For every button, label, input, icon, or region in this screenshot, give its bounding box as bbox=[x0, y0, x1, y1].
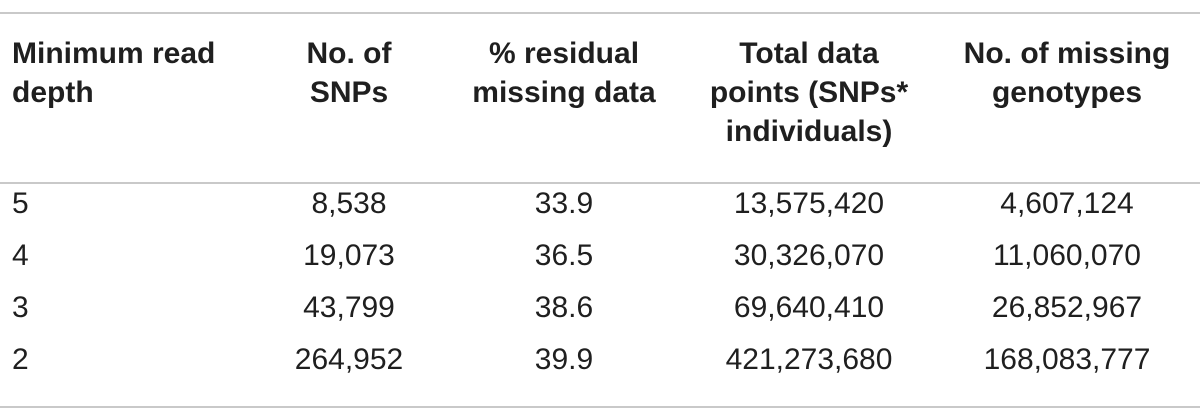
header-total-data-points: Total data points (SNPs* individuals) bbox=[684, 14, 934, 162]
cell-total-data-points: 421,273,680 bbox=[725, 343, 893, 376]
cell-total-data-points: 13,575,420 bbox=[733, 187, 885, 220]
cell-missing-genotypes: 4,607,124 bbox=[1000, 187, 1134, 220]
cell-total-data-points: 69,640,410 bbox=[733, 291, 885, 324]
header-line: Minimum read bbox=[12, 37, 216, 70]
cell-residual-missing: 39.9 bbox=[534, 343, 594, 376]
header-line: No. of missing bbox=[963, 37, 1171, 70]
cell-residual-missing: 38.6 bbox=[534, 291, 594, 324]
header-row: Minimum read depth No. of SNPs % residua… bbox=[0, 14, 1200, 162]
table-top-rule bbox=[0, 12, 1200, 14]
cell-min-read-depth: 2 bbox=[12, 343, 29, 376]
header-min-read-depth: Minimum read depth bbox=[0, 14, 254, 162]
header-residual-missing-data: % residual missing data bbox=[444, 14, 684, 162]
header-no-of-missing-genotypes: No. of missing genotypes bbox=[934, 14, 1200, 162]
cell-residual-missing: 36.5 bbox=[534, 239, 594, 272]
header-line: SNPs bbox=[309, 76, 389, 109]
table-bottom-rule bbox=[0, 406, 1200, 408]
table-row: 5 8,538 33.9 13,575,420 4,607,124 bbox=[0, 162, 1200, 230]
header-line: No. of bbox=[306, 37, 392, 70]
table-header: Minimum read depth No. of SNPs % residua… bbox=[0, 14, 1200, 162]
snp-summary-table: Minimum read depth No. of SNPs % residua… bbox=[0, 14, 1200, 386]
cell-missing-genotypes: 26,852,967 bbox=[991, 291, 1143, 324]
header-line: % residual bbox=[488, 37, 640, 70]
table-row: 2 264,952 39.9 421,273,680 168,083,777 bbox=[0, 334, 1200, 386]
table-body: 5 8,538 33.9 13,575,420 4,607,124 4 19,0… bbox=[0, 162, 1200, 386]
header-line: individuals) bbox=[725, 115, 893, 148]
header-line: missing data bbox=[472, 76, 656, 109]
table-header-rule bbox=[0, 182, 1200, 184]
cell-missing-genotypes: 168,083,777 bbox=[983, 343, 1151, 376]
cell-min-read-depth: 4 bbox=[12, 239, 29, 272]
header-line: Total data bbox=[739, 37, 879, 70]
header-line: points (SNPs* bbox=[709, 76, 909, 109]
cell-min-read-depth: 5 bbox=[12, 187, 29, 220]
cell-no-of-snps: 264,952 bbox=[294, 343, 404, 376]
cell-no-of-snps: 19,073 bbox=[303, 239, 395, 272]
cell-no-of-snps: 43,799 bbox=[303, 291, 395, 324]
table-row: 3 43,799 38.6 69,640,410 26,852,967 bbox=[0, 282, 1200, 334]
cell-total-data-points: 30,326,070 bbox=[733, 239, 885, 272]
cell-min-read-depth: 3 bbox=[12, 291, 29, 324]
table-row: 4 19,073 36.5 30,326,070 11,060,070 bbox=[0, 230, 1200, 282]
cell-residual-missing: 33.9 bbox=[534, 187, 594, 220]
cell-no-of-snps: 8,538 bbox=[311, 187, 387, 220]
header-line: genotypes bbox=[991, 76, 1143, 109]
cell-missing-genotypes: 11,060,070 bbox=[993, 239, 1141, 272]
header-line: depth bbox=[12, 76, 94, 109]
header-no-of-snps: No. of SNPs bbox=[254, 14, 444, 162]
